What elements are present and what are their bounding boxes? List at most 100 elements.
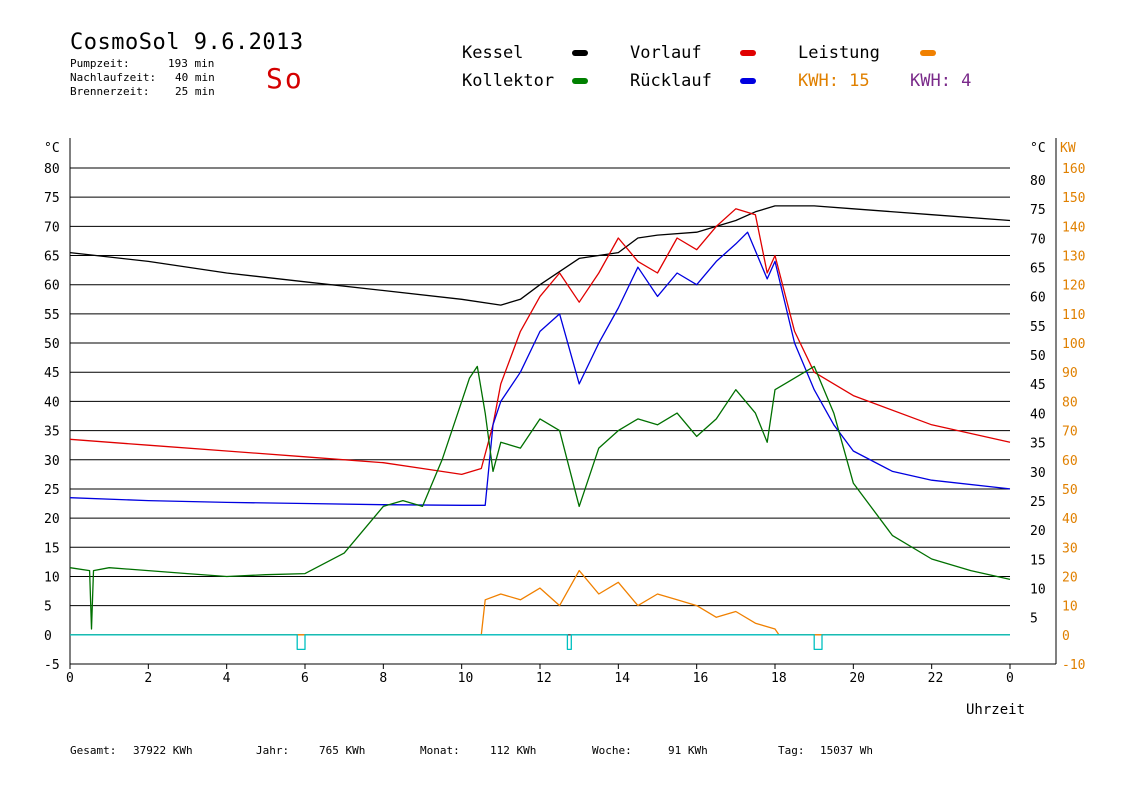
x-tick-label: 16 bbox=[693, 671, 709, 686]
y-tick-label-left: 10 bbox=[44, 570, 60, 585]
x-tick-label: 12 bbox=[536, 671, 552, 686]
power-tick-label: 140 bbox=[1062, 220, 1085, 235]
y-tick-label-right: 70 bbox=[1030, 232, 1046, 247]
y-tick-label-right: 60 bbox=[1030, 291, 1046, 306]
stat-value-brennerzeit: 25 min bbox=[175, 85, 215, 98]
y-unit-right-power: KW bbox=[1060, 141, 1076, 156]
power-tick-label: 30 bbox=[1062, 541, 1078, 556]
legend-swatch-kessel bbox=[572, 50, 588, 56]
legend-label-kollektor: Kollektor bbox=[462, 71, 555, 91]
y-tick-label-left: 35 bbox=[44, 425, 60, 440]
legend-label-leistung: Leistung bbox=[798, 43, 880, 63]
series-line-leistung bbox=[70, 569, 1010, 636]
y-tick-label-left: 75 bbox=[44, 191, 60, 206]
series-line-pumpe bbox=[70, 634, 1010, 651]
power-tick-label: 20 bbox=[1062, 570, 1078, 585]
y-tick-label-left: 5 bbox=[44, 600, 52, 615]
footer-value-woche: 91 KWh bbox=[668, 744, 708, 757]
stat-label-pumpzeit: Pumpzeit: bbox=[70, 57, 130, 70]
y-tick-label-right: 55 bbox=[1030, 320, 1046, 335]
legend-label-ruecklauf: Rücklauf bbox=[630, 71, 712, 91]
y-tick-label-right: 20 bbox=[1030, 524, 1046, 539]
power-tick-label: 50 bbox=[1062, 483, 1078, 498]
weekday-label: So bbox=[266, 62, 304, 95]
stat-label-nachlaufzeit: Nachlaufzeit: bbox=[70, 71, 157, 84]
series-line-rcklauf bbox=[69, 231, 1011, 506]
y-tick-label-right: 30 bbox=[1030, 466, 1046, 481]
y-tick-label-left: 80 bbox=[44, 162, 60, 177]
power-tick-label: 40 bbox=[1062, 512, 1078, 527]
power-tick-label: 160 bbox=[1062, 162, 1085, 177]
legend-label-kessel: Kessel bbox=[462, 43, 524, 63]
power-tick-label: 100 bbox=[1062, 337, 1085, 352]
y-tick-label-left: 70 bbox=[44, 220, 60, 235]
footer-value-gesamt: 37922 KWh bbox=[133, 744, 193, 757]
y-tick-label-right: 65 bbox=[1030, 262, 1046, 277]
power-tick-label: 130 bbox=[1062, 250, 1085, 265]
legend-swatch-vorlauf bbox=[740, 50, 756, 56]
power-tick-label: 10 bbox=[1062, 600, 1078, 615]
kwh-purple-label: KWH: 4 bbox=[910, 71, 972, 91]
y-tick-label-left: 45 bbox=[44, 366, 60, 381]
y-tick-label-left: 0 bbox=[44, 629, 52, 644]
x-tick-label: 18 bbox=[771, 671, 787, 686]
kwh-orange-label: KWH: 15 bbox=[798, 71, 870, 91]
y-tick-label-left: 15 bbox=[44, 541, 60, 556]
footer-label-gesamt: Gesamt: bbox=[70, 744, 117, 757]
y-tick-label-right: 75 bbox=[1030, 203, 1046, 218]
legend-swatch-leistung bbox=[920, 50, 936, 56]
legend-label-vorlauf: Vorlauf bbox=[630, 43, 702, 63]
footer-value-jahr: 765 KWh bbox=[319, 744, 366, 757]
y-tick-label-left: 60 bbox=[44, 279, 60, 294]
power-tick-label: 60 bbox=[1062, 454, 1078, 469]
power-tick-label: 90 bbox=[1062, 366, 1078, 381]
power-tick-label: -10 bbox=[1062, 658, 1085, 673]
y-tick-label-left: 55 bbox=[44, 308, 60, 323]
x-tick-label: 2 bbox=[144, 671, 152, 686]
x-tick-label: 20 bbox=[849, 671, 865, 686]
x-tick-label: 0 bbox=[66, 671, 74, 686]
footer-value-monat: 112 KWh bbox=[490, 744, 537, 757]
stat-label-brennerzeit: Brennerzeit: bbox=[70, 85, 150, 98]
footer-value-tag: 15037 Wh bbox=[820, 744, 873, 757]
y-tick-label-right: 40 bbox=[1030, 407, 1046, 422]
y-tick-label-right: 5 bbox=[1030, 612, 1038, 627]
y-tick-label-left: 25 bbox=[44, 483, 60, 498]
y-unit-right-temp: °C bbox=[1030, 141, 1046, 156]
legend-swatch-kollektor bbox=[572, 78, 588, 84]
power-tick-label: 0 bbox=[1062, 629, 1070, 644]
legend-swatch-ruecklauf bbox=[740, 78, 756, 84]
y-tick-label-right: 25 bbox=[1030, 495, 1046, 510]
y-tick-label-right: 35 bbox=[1030, 437, 1046, 452]
x-tick-label: 0 bbox=[1006, 671, 1014, 686]
y-tick-label-left: 30 bbox=[44, 454, 60, 469]
power-tick-label: 110 bbox=[1062, 308, 1085, 323]
y-tick-label-right: 10 bbox=[1030, 582, 1046, 597]
chart-title: CosmoSol 9.6.2013 bbox=[70, 30, 304, 55]
y-tick-label-right: 50 bbox=[1030, 349, 1046, 364]
stat-value-pumpzeit: 193 min bbox=[168, 57, 215, 70]
x-tick-label: 8 bbox=[379, 671, 387, 686]
stat-value-nachlaufzeit: 40 min bbox=[175, 71, 215, 84]
y-tick-label-left: 40 bbox=[44, 395, 60, 410]
y-tick-label-right: 80 bbox=[1030, 174, 1046, 189]
x-tick-label: 14 bbox=[614, 671, 630, 686]
power-tick-label: 150 bbox=[1062, 191, 1085, 206]
y-tick-label-right: 45 bbox=[1030, 378, 1046, 393]
y-unit-left: °C bbox=[44, 141, 60, 156]
series-line-vorlauf bbox=[69, 208, 1011, 476]
footer-label-woche: Woche: bbox=[592, 744, 632, 757]
series-line-kessel bbox=[69, 205, 1011, 306]
power-tick-label: 120 bbox=[1062, 279, 1085, 294]
series-line-kollektor bbox=[69, 365, 1011, 630]
x-tick-label: 6 bbox=[301, 671, 309, 686]
x-tick-label: 10 bbox=[458, 671, 474, 686]
y-tick-label-left: -5 bbox=[44, 658, 60, 673]
x-axis-label: Uhrzeit bbox=[966, 702, 1025, 718]
y-tick-label-right: 15 bbox=[1030, 553, 1046, 568]
y-tick-label-left: 20 bbox=[44, 512, 60, 527]
y-tick-label-left: 65 bbox=[44, 250, 60, 265]
footer-label-monat: Monat: bbox=[420, 744, 460, 757]
power-tick-label: 80 bbox=[1062, 395, 1078, 410]
